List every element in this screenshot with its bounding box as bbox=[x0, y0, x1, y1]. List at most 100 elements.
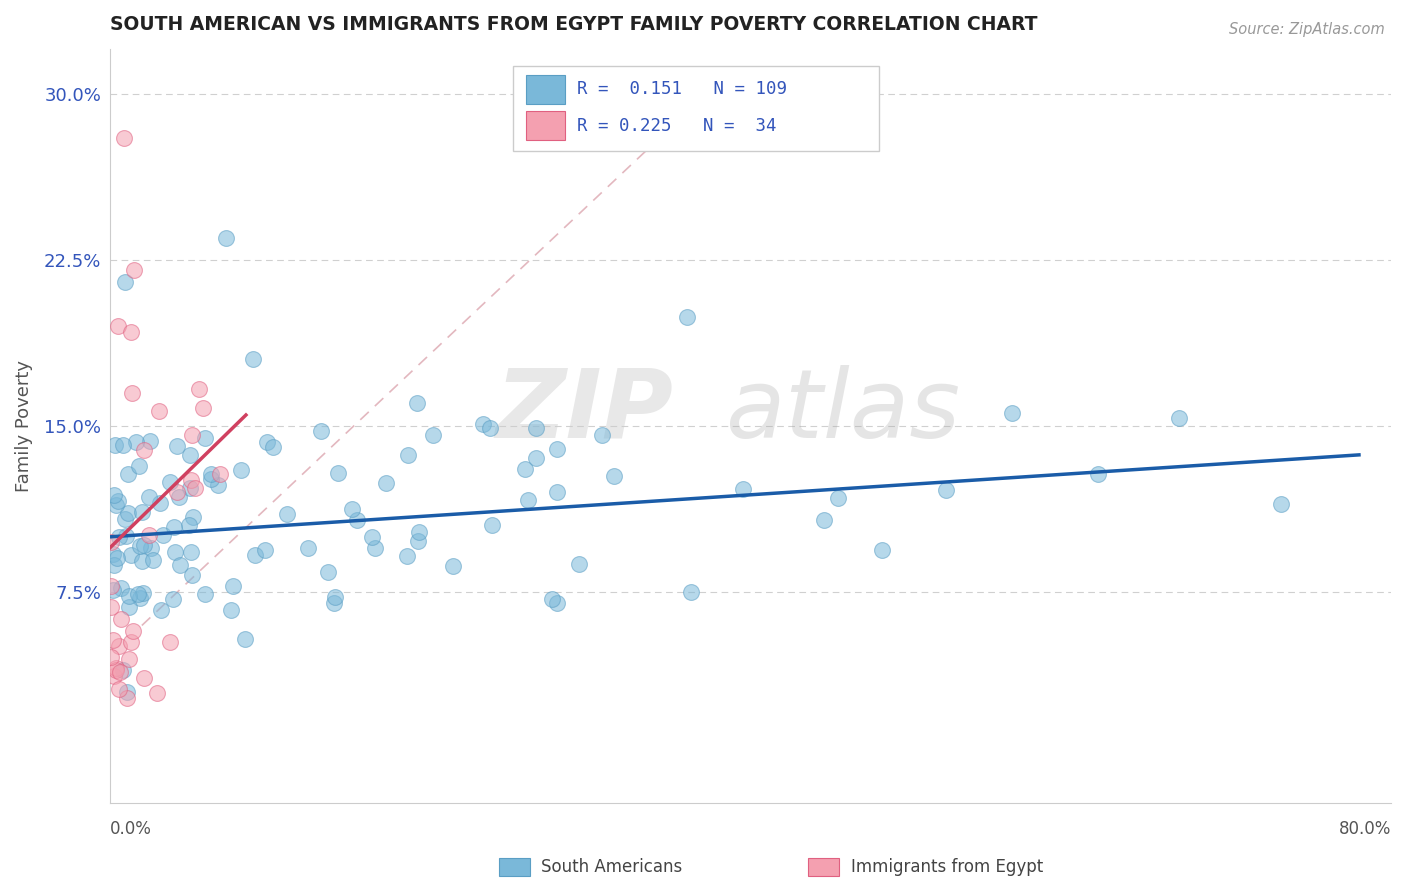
Text: South Americans: South Americans bbox=[541, 858, 682, 876]
Point bbox=[138, 527, 160, 541]
Point bbox=[127, 587, 149, 601]
Point bbox=[149, 496, 172, 510]
Point bbox=[117, 467, 139, 482]
Point bbox=[131, 505, 153, 519]
Text: ZIP: ZIP bbox=[496, 365, 673, 458]
Point bbox=[603, 468, 626, 483]
Point bbox=[513, 461, 536, 475]
Point bbox=[131, 554, 153, 568]
Point bbox=[122, 263, 145, 277]
Text: Immigrants from Egypt: Immigrants from Egypt bbox=[851, 858, 1043, 876]
Point bbox=[138, 491, 160, 505]
Point bbox=[245, 549, 267, 563]
Point bbox=[297, 541, 319, 555]
Point bbox=[179, 448, 201, 462]
Point bbox=[188, 382, 211, 396]
Point bbox=[104, 661, 127, 675]
Point bbox=[328, 466, 350, 480]
Point bbox=[100, 650, 122, 665]
Point bbox=[166, 439, 188, 453]
Point bbox=[1270, 497, 1292, 511]
Point bbox=[112, 438, 135, 452]
Point bbox=[316, 566, 339, 580]
Point bbox=[101, 582, 124, 597]
Point bbox=[254, 543, 277, 558]
Point bbox=[108, 665, 131, 679]
Point bbox=[134, 538, 156, 552]
Point bbox=[568, 557, 591, 571]
Point bbox=[166, 484, 188, 499]
Point bbox=[139, 434, 162, 448]
Point bbox=[222, 579, 245, 593]
Point bbox=[110, 612, 132, 626]
Point bbox=[132, 586, 155, 600]
Text: 0.0%: 0.0% bbox=[110, 821, 152, 838]
Point bbox=[128, 458, 150, 473]
Point bbox=[117, 691, 139, 706]
Text: R =  0.151   N = 109: R = 0.151 N = 109 bbox=[578, 80, 787, 98]
Point bbox=[1167, 410, 1189, 425]
Y-axis label: Family Poverty: Family Poverty bbox=[15, 360, 32, 492]
Point bbox=[132, 443, 155, 458]
Point bbox=[262, 440, 284, 454]
Point bbox=[181, 510, 204, 524]
Point bbox=[167, 491, 190, 505]
Text: atlas: atlas bbox=[724, 365, 960, 458]
Point bbox=[107, 319, 129, 334]
Point bbox=[360, 530, 382, 544]
Point bbox=[108, 530, 131, 544]
Point bbox=[117, 652, 139, 666]
Point bbox=[676, 310, 699, 325]
Point bbox=[441, 558, 464, 573]
Point bbox=[145, 686, 167, 700]
Point bbox=[114, 275, 136, 289]
Point bbox=[159, 635, 181, 649]
Point bbox=[108, 639, 131, 653]
Point bbox=[215, 231, 238, 245]
Point bbox=[276, 507, 298, 521]
Point bbox=[177, 517, 200, 532]
Point bbox=[105, 551, 128, 566]
Point bbox=[540, 591, 562, 606]
Point bbox=[1087, 467, 1109, 482]
Point bbox=[117, 506, 139, 520]
Point bbox=[827, 491, 849, 506]
Point bbox=[184, 481, 207, 495]
Point bbox=[346, 513, 368, 527]
Point bbox=[107, 493, 129, 508]
Point bbox=[870, 543, 893, 558]
Point bbox=[181, 427, 204, 442]
Point bbox=[681, 585, 703, 599]
Point bbox=[209, 467, 232, 482]
Point bbox=[524, 421, 547, 435]
Point bbox=[180, 545, 202, 559]
Point bbox=[731, 482, 754, 496]
Point bbox=[935, 483, 957, 498]
Point bbox=[194, 587, 217, 601]
Point bbox=[103, 558, 125, 573]
Point bbox=[129, 539, 152, 553]
Point bbox=[121, 385, 143, 400]
Point bbox=[481, 518, 503, 533]
Text: R = 0.225   N =  34: R = 0.225 N = 34 bbox=[578, 117, 778, 135]
Point bbox=[408, 525, 430, 540]
Point bbox=[101, 547, 124, 561]
Point bbox=[125, 434, 148, 449]
Point bbox=[517, 492, 540, 507]
Point bbox=[323, 590, 346, 604]
Point bbox=[233, 632, 256, 647]
Point bbox=[114, 512, 136, 526]
Point bbox=[107, 681, 129, 696]
Bar bbox=[526, 75, 565, 103]
Point bbox=[162, 591, 184, 606]
Point bbox=[546, 485, 568, 500]
Point bbox=[406, 396, 429, 410]
Point bbox=[120, 635, 142, 649]
Point bbox=[207, 478, 229, 492]
Point bbox=[117, 685, 139, 699]
Point bbox=[323, 596, 346, 610]
Point bbox=[340, 502, 363, 516]
Point bbox=[242, 351, 264, 366]
Point bbox=[309, 424, 332, 438]
Point bbox=[813, 513, 835, 527]
